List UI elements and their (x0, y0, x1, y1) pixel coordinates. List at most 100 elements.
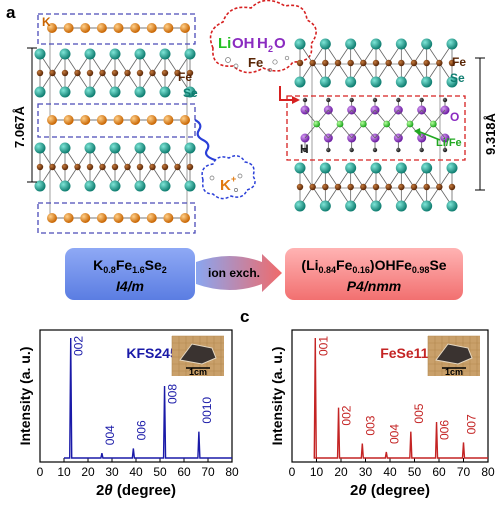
left-top-se-atom (134, 86, 146, 98)
left-top-se-atom (59, 86, 71, 98)
x-tick-label: 60 (177, 465, 191, 479)
left-bottom-fe-atom (74, 163, 81, 171)
k-layer-box-bottom (37, 202, 196, 234)
right-top-fe-atom (360, 59, 367, 67)
h-atom (302, 147, 308, 153)
left-top-fe-atom (186, 69, 194, 77)
k-atom (163, 213, 174, 223)
h-atom (302, 97, 308, 103)
x-tick-label: 80 (481, 465, 495, 479)
right-bottom-se-atom (345, 162, 357, 174)
sample-name: KFS245 (126, 345, 178, 361)
right-bottom-se-atom (294, 162, 306, 174)
right-bottom-se-atom (421, 200, 433, 212)
right-top-fe-atom (448, 59, 456, 67)
k-atom (113, 213, 124, 223)
left-top-se-atom (59, 48, 71, 60)
right-top-fe-atom (398, 59, 405, 67)
left-top-se-atom (184, 86, 196, 98)
right-bottom-se-atom (446, 200, 458, 212)
left-bottom-fe-atom (111, 163, 119, 171)
left-bottom-se-atom (84, 142, 96, 154)
h-atom (442, 147, 448, 153)
left-top-fe-atom (86, 69, 94, 77)
right-bottom-fe-atom (423, 183, 430, 191)
panel-a: a K Fe Se 7.067Å K + Li OH H (6, 0, 498, 300)
xrd-pattern-line (313, 337, 488, 459)
k-ion-cloud: K + (201, 155, 256, 200)
left-bottom-fe-atom (124, 163, 131, 171)
ion-exchange-arrow (196, 254, 282, 292)
left-top-se-atom (84, 48, 96, 60)
right-bottom-fe-atom (436, 183, 443, 191)
x-tick-label: 40 (383, 465, 397, 479)
left-bottom-se-atom (84, 180, 96, 192)
x-tick-label: 80 (225, 465, 239, 479)
h-atom (372, 97, 378, 103)
peak-label-004: 004 (387, 424, 401, 444)
label-se-left: Se (183, 86, 198, 100)
h-atom (372, 147, 378, 153)
left-bottom-se-atom (109, 180, 121, 192)
y-axis-label: Intensity (a. u.) (269, 347, 285, 446)
cloud-oh: OH (232, 35, 255, 52)
right-top-se-atom (345, 38, 357, 50)
space-group-kfs: I4/m (116, 278, 144, 294)
left-top-se-atom (109, 86, 121, 98)
k-atom (130, 115, 141, 125)
label-fe-right: Fe (452, 55, 466, 69)
k-atom (130, 213, 141, 223)
k-atom (80, 115, 91, 125)
x-axis-label: 2θ (degree) (350, 482, 430, 499)
xrd-pattern-line (64, 337, 232, 459)
right-bottom-se-atom (370, 162, 382, 174)
right-bottom-fe-atom (322, 183, 329, 191)
y-axis-label: Intensity (a. u.) (17, 347, 33, 446)
right-bottom-se-atom (421, 162, 433, 174)
right-top-fe-atom (436, 59, 443, 67)
k-atom (146, 23, 157, 33)
right-top-fe-atom (372, 59, 380, 67)
left-top-se-atom (184, 48, 196, 60)
left-top-fe-atom (36, 69, 44, 77)
right-top-fe-atom (322, 59, 329, 67)
k-atom (96, 213, 107, 223)
peak-label-003: 003 (363, 415, 377, 435)
left-top-se-atom (109, 48, 121, 60)
peak-label-0010: 0010 (200, 397, 214, 424)
right-bottom-se-atom (446, 162, 458, 174)
x-tick-label: 30 (359, 465, 373, 479)
right-top-fe-atom (296, 59, 304, 67)
left-top-se-atom (159, 48, 171, 60)
right-bottom-fe-atom (398, 183, 405, 191)
left-top-fe-atom (149, 69, 156, 77)
peak-label-004: 004 (103, 425, 117, 445)
label-o-right: O (450, 110, 459, 124)
x-tick-label: 20 (334, 465, 348, 479)
li-fe-atom (336, 120, 344, 128)
left-bottom-se-atom (59, 142, 71, 154)
cloud-k-label: K (220, 177, 231, 194)
k-atom (146, 213, 157, 223)
h-atom (396, 97, 401, 103)
right-bottom-fe-atom (372, 183, 380, 191)
k-atom (47, 23, 57, 33)
left-bottom-fe-atom (186, 163, 194, 171)
left-top-fe-atom (136, 69, 144, 77)
left-top-fe-atom (174, 69, 181, 77)
x-tick-label: 60 (432, 465, 446, 479)
left-bottom-se-atom (159, 180, 171, 192)
k-atom (180, 213, 190, 223)
right-top-fe-atom (309, 59, 316, 67)
right-bottom-se-atom (345, 200, 357, 212)
right-top-se-atom (319, 76, 331, 88)
cloud-li: Li (218, 35, 231, 52)
x-tick-label: 10 (310, 465, 324, 479)
right-bottom-se-atom (395, 200, 407, 212)
k-atom (96, 23, 107, 33)
peak-label-006: 006 (134, 420, 148, 440)
kfs-crystal-structure (34, 23, 196, 223)
left-top-fe-atom (161, 69, 169, 77)
right-bottom-fe-atom (448, 183, 456, 191)
formula-fese11111: (Li0.84Fe0.16)OHFe0.98Se (301, 257, 446, 275)
